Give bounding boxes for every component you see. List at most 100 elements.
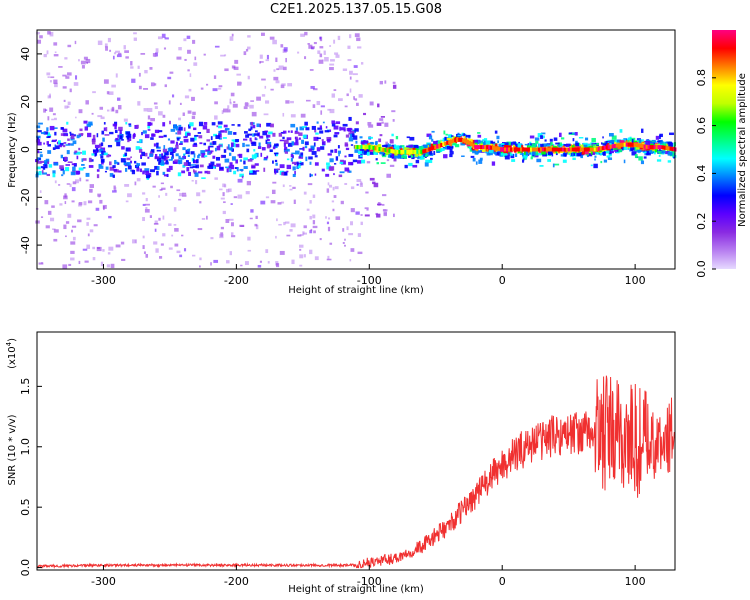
spectrogram-cell	[234, 59, 239, 64]
spectrogram-cell	[199, 257, 202, 261]
spectrogram-cell	[349, 130, 355, 135]
spectrogram-cell	[174, 228, 179, 232]
spectrogram-cell	[87, 200, 93, 204]
spectrogram-cell	[207, 170, 211, 175]
spectrogram-cell	[266, 122, 272, 127]
spectrogram-ridge-cell	[567, 147, 571, 152]
spectrogram-cell	[331, 123, 336, 127]
spectrogram-cell	[606, 147, 611, 153]
spectrogram-cell	[312, 88, 318, 91]
spectrogram-cell	[290, 158, 293, 162]
spectrogram-cell	[543, 135, 545, 139]
spectrogram-cell	[327, 108, 331, 111]
spectrogram-ridge-cell	[529, 147, 533, 152]
spectrogram-ridge-cell	[384, 148, 388, 153]
spectrogram-cell	[141, 151, 145, 157]
spectrogram-cell	[379, 134, 383, 137]
spectrogram-cell	[124, 167, 128, 172]
spectrogram-cell	[164, 84, 167, 88]
snr-x-tick-label: 100	[625, 575, 646, 588]
spectrogram-cell	[213, 75, 217, 79]
spectrogram-cell	[295, 150, 300, 155]
spectrogram-cell	[296, 165, 299, 170]
spectrogram-cell	[196, 192, 201, 197]
spectrogram-cell	[137, 65, 140, 69]
spectrogram-cell	[436, 151, 441, 153]
spectrogram-cell	[45, 158, 50, 163]
spectrogram-cell	[136, 178, 141, 182]
spectrogram-cell	[105, 46, 108, 51]
spectrogram-cell	[124, 162, 130, 167]
spectrogram-cell	[291, 152, 296, 155]
spectrogram-cell	[232, 142, 236, 148]
spectrogram-ridge-cell	[591, 147, 595, 152]
spectrogram-cell	[562, 159, 567, 163]
spectrogram-cell	[203, 53, 206, 56]
spectrogram-cell	[552, 163, 555, 168]
spectrogram-cell	[303, 254, 306, 258]
spectrogram-cell	[51, 118, 54, 121]
spectrogram-cell	[409, 136, 415, 141]
spectrogram-cell	[100, 116, 105, 120]
spectrogram-cell	[279, 164, 285, 169]
spectrogram-ridge-cell	[553, 147, 557, 152]
spectrogram-ridge-cell	[410, 149, 414, 154]
spectrogram-ridge-cell	[490, 145, 494, 150]
spectrogram-cell	[478, 143, 484, 147]
spectrogram-cell	[133, 37, 137, 41]
spectrogram-cell	[176, 137, 180, 141]
spectrogram-cell	[660, 151, 666, 154]
spectrogram-cell	[327, 153, 332, 156]
spectrogram-cell	[134, 124, 139, 129]
spectrogram-cell	[469, 146, 471, 150]
spectrogram-cell	[100, 261, 104, 267]
spectrogram-cell	[662, 143, 667, 146]
spectrogram-cell	[161, 33, 166, 38]
spectrogram-cell	[193, 170, 197, 175]
spectrogram-cell	[326, 221, 330, 225]
spectrogram-ridge-cell	[537, 147, 541, 152]
spectrogram-ridge-cell	[657, 145, 661, 150]
spectrogram-cell	[263, 113, 269, 116]
spectrogram-cell	[306, 208, 310, 211]
spectrogram-cell	[137, 163, 141, 166]
spectrogram-cell	[498, 143, 502, 148]
spectrogram-cell	[77, 219, 82, 223]
spectrogram-cell	[426, 153, 428, 157]
spectrogram-cell	[134, 160, 137, 164]
spectrogram-cell	[503, 145, 509, 149]
spectrogram-cell	[344, 155, 347, 158]
spectrogram-cell	[665, 151, 670, 155]
spectrogram-cell	[386, 173, 391, 178]
spectrogram-cell	[313, 136, 319, 141]
spectrogram-cell	[327, 255, 330, 260]
spectrogram-cell	[302, 146, 305, 151]
spectrogram-cell	[506, 141, 511, 146]
spectrogram-cell	[109, 131, 114, 135]
spectrogram-cell	[486, 152, 491, 156]
spectrogram-cell	[162, 148, 168, 153]
spectrogram-cell	[651, 151, 656, 154]
spectrogram-cell	[121, 258, 126, 261]
spectrogram-cell	[349, 76, 352, 80]
spectrogram-ridge-cell	[440, 142, 444, 147]
spectrogram-cell	[280, 44, 284, 48]
spectrogram-cell	[217, 121, 223, 125]
spectrogram-cell	[640, 160, 645, 165]
snr-y-tick-label: 1.0	[19, 438, 32, 456]
spectrogram-cell	[392, 119, 395, 122]
spectrogram-cell	[235, 143, 240, 148]
spectrogram-cell	[178, 124, 182, 127]
spectrogram-cell	[129, 160, 133, 164]
spectrogram-cell	[177, 159, 183, 165]
spectrogram-cell	[224, 129, 228, 133]
spectrogram-cell	[243, 166, 248, 169]
spectrogram-cell	[479, 157, 483, 161]
spectrogram-cell	[428, 150, 433, 155]
spectrogram-cell	[286, 164, 292, 170]
spectrogram-cell	[159, 156, 162, 159]
spectrogram-cell	[319, 36, 322, 40]
spectrogram-cell	[183, 153, 186, 156]
spectrogram-ridge-cell	[671, 147, 675, 152]
